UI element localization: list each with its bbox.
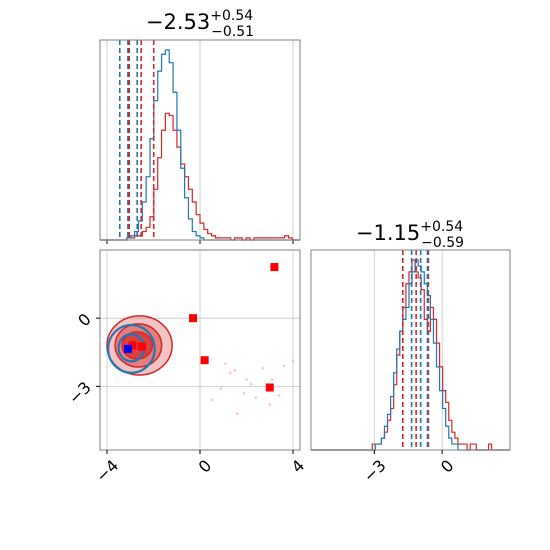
- faint-sample-point: [219, 387, 223, 390]
- marker-red-square: [200, 356, 209, 365]
- panel-title-param0: −2.53+0.54 −0.51: [146, 8, 254, 40]
- faint-sample-point: [254, 396, 258, 400]
- x-tick-label: −4: [92, 456, 122, 486]
- x-tick-label: 4: [288, 456, 309, 477]
- faint-sample-point: [210, 398, 213, 402]
- axis-panel-y-histogram: −3 0: [310, 249, 511, 486]
- marker-red-square: [270, 263, 279, 272]
- panel-titles: −2.53+0.54 −0.51 −1.15+0.54 −0.59: [146, 8, 464, 251]
- faint-sample-point: [261, 366, 265, 370]
- marker-red-square: [137, 342, 146, 351]
- faint-sample-point: [268, 403, 272, 406]
- x-tick-label: 0: [437, 456, 458, 477]
- faint-sample-point: [233, 369, 237, 372]
- panel-title-param1: −1.15+0.54 −0.59: [356, 219, 464, 251]
- marker-red-square: [265, 383, 274, 392]
- faint-sample-point: [270, 378, 274, 381]
- x-tick-label: 0: [195, 456, 216, 477]
- marker-blue-square: [123, 344, 132, 353]
- x-tick-label: −3: [360, 456, 390, 486]
- marker-red-square: [128, 341, 137, 350]
- axis-frame: [99, 39, 301, 241]
- axis-panel-joint-scatter: −4 0 4 −3 0: [65, 249, 309, 486]
- faint-sample-point: [282, 364, 286, 368]
- faint-sample-point: [228, 371, 232, 375]
- faint-sample-point: [242, 391, 246, 395]
- faint-sample-point: [245, 378, 248, 381]
- y-tick-label: −3: [65, 378, 95, 408]
- faint-sample-point: [224, 362, 227, 365]
- faint-sample-point: [235, 412, 239, 415]
- histogram-red-param0: [100, 112, 300, 241]
- histogram-blue-param1: [311, 259, 510, 451]
- histogram-red-param1: [311, 259, 510, 451]
- faint-sample-point: [249, 382, 253, 386]
- axis-frame: [310, 249, 511, 451]
- marker-red-square: [189, 314, 198, 323]
- axis-panel-x-histogram: [99, 39, 301, 244]
- faint-sample-point: [291, 360, 295, 363]
- y-tick-label: 0: [74, 310, 95, 331]
- contour-blue: [107, 323, 156, 374]
- faint-sample-point: [277, 394, 281, 397]
